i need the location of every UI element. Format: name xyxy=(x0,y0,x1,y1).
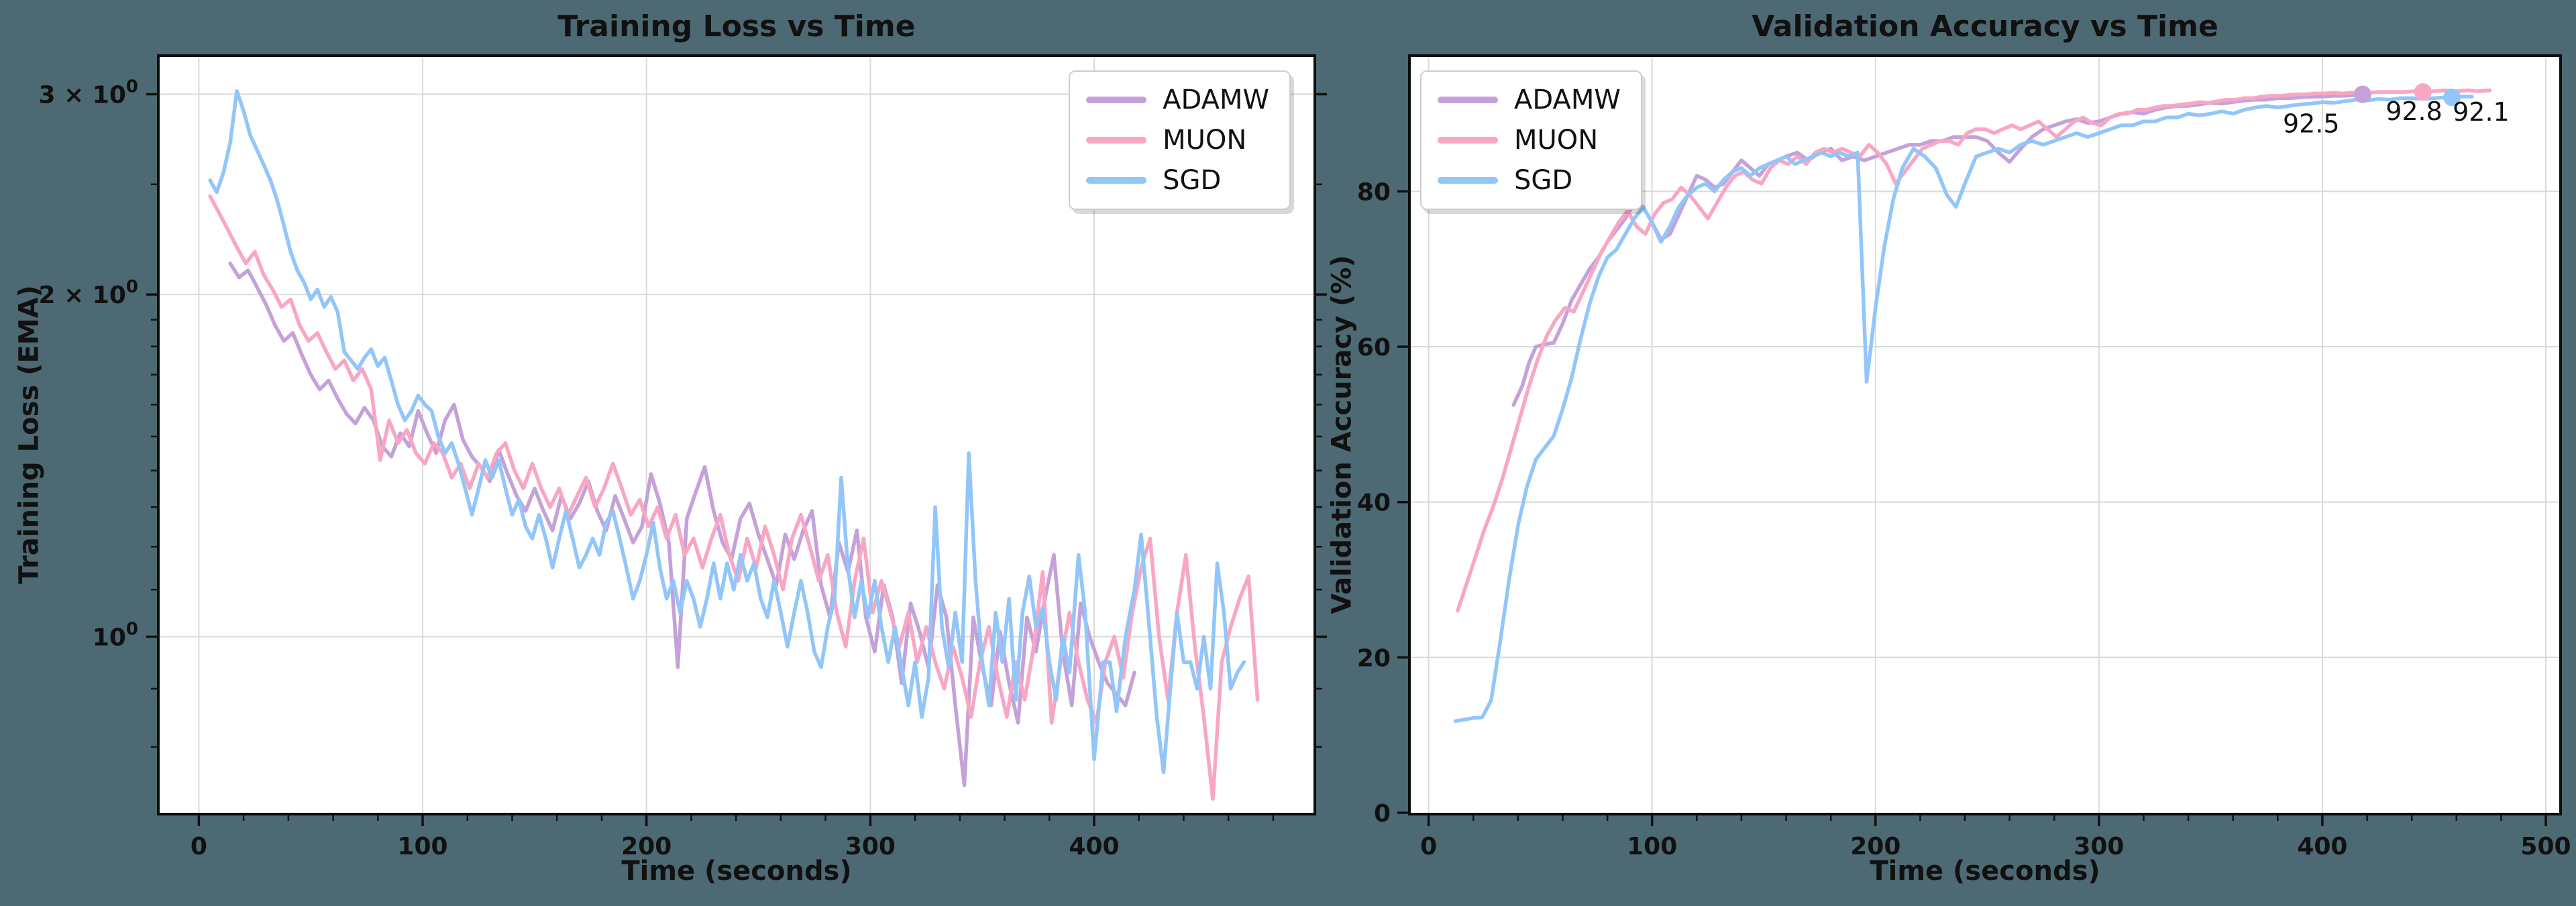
end-marker-muon xyxy=(2414,83,2432,101)
series-line-muon xyxy=(1456,89,2492,613)
y-tick-label: 40 xyxy=(1357,490,1391,517)
legend-item-adamw: ADAMW xyxy=(1086,85,1269,115)
legend-swatch-muon xyxy=(1086,137,1147,144)
y-tick-label: 0 xyxy=(1374,800,1391,828)
series-line-muon xyxy=(208,194,1260,801)
legend-label-adamw: ADAMW xyxy=(1514,84,1621,115)
chart-title-training-loss: Training Loss vs Time xyxy=(557,9,916,44)
y-tick-label: 3 × 100 xyxy=(39,77,138,109)
series-line-adamw xyxy=(228,261,1136,787)
x-tick-label: 200 xyxy=(621,833,672,860)
legend-item-muon: MUON xyxy=(1438,125,1621,155)
x-tick-label: 200 xyxy=(1850,833,1900,860)
final-accuracy-annotation: 92.1 xyxy=(2453,97,2510,127)
legend-item-sgd: SGD xyxy=(1438,166,1621,195)
legend-swatch-sgd xyxy=(1438,177,1498,184)
x-axis-label-training-loss: Time (seconds) xyxy=(621,856,852,887)
validation-accuracy-plot: 92.5 92.8 92.1 0 100 200 300 400 500 0 20 40 60 80 xyxy=(1357,57,2571,860)
x-axis-label-validation-accuracy: Time (seconds) xyxy=(1870,856,2100,887)
series-line-sgd xyxy=(208,89,1246,775)
series-line-sgd xyxy=(1453,95,2474,724)
legend-label-muon: MUON xyxy=(1163,125,1247,156)
legend-swatch-sgd xyxy=(1086,177,1147,184)
legend-label-sgd: SGD xyxy=(1163,165,1222,196)
legend-item-adamw: ADAMW xyxy=(1438,85,1621,115)
x-tick-label: 400 xyxy=(2297,833,2347,860)
y-axis-label-validation-accuracy: Validation Accuracy (%) xyxy=(1326,255,1358,614)
y-tick-label: 80 xyxy=(1357,178,1391,206)
legend-swatch-adamw xyxy=(1086,97,1147,103)
legend-label-muon: MUON xyxy=(1514,125,1599,156)
x-tick-label: 300 xyxy=(2074,833,2124,860)
x-tick-label: 100 xyxy=(397,833,447,860)
axes-validation-accuracy: 92.5 92.8 92.1 0 100 200 300 400 500 0 20 40 60 80 ADA… xyxy=(1357,54,2571,860)
chart-title-validation-accuracy: Validation Accuracy vs Time xyxy=(1752,9,2218,44)
legend-label-adamw: ADAMW xyxy=(1163,84,1269,115)
y-tick-label: 20 xyxy=(1357,644,1391,672)
legend: ADAMW MUON SGD xyxy=(1420,70,1642,210)
x-tick-label: 0 xyxy=(191,833,207,860)
x-tick-label: 100 xyxy=(1627,833,1677,860)
y-tick-label: 60 xyxy=(1357,334,1391,361)
final-accuracy-annotation: 92.8 xyxy=(2385,97,2443,126)
legend-item-muon: MUON xyxy=(1086,125,1269,155)
x-tick-label: 500 xyxy=(2520,833,2571,860)
x-tick-label: 400 xyxy=(1069,833,1119,860)
x-tick-label: 300 xyxy=(845,833,896,860)
y-tick-label: 100 xyxy=(93,619,138,651)
legend-swatch-muon xyxy=(1438,137,1498,144)
training-loss-plot: 0 100 200 300 400 100 2 × 100 3 × 100 xyxy=(39,57,1327,860)
y-tick-label: 2 × 100 xyxy=(39,277,138,309)
x-tick-label: 0 xyxy=(1420,833,1437,860)
legend-label-sgd: SGD xyxy=(1514,165,1573,196)
final-accuracy-annotation: 92.5 xyxy=(2283,109,2340,138)
axes-training-loss: 0 100 200 300 400 100 2 × 100 3 × 100 ADAMW MUON S… xyxy=(39,54,1327,860)
end-marker-adamw xyxy=(2353,85,2371,103)
legend: ADAMW MUON SGD xyxy=(1069,70,1291,210)
legend-swatch-adamw xyxy=(1438,97,1498,103)
legend-item-sgd: SGD xyxy=(1086,166,1269,195)
y-axis-label-training-loss: Training Loss (EMA) xyxy=(13,285,45,584)
end-marker-sgd xyxy=(2443,89,2461,107)
